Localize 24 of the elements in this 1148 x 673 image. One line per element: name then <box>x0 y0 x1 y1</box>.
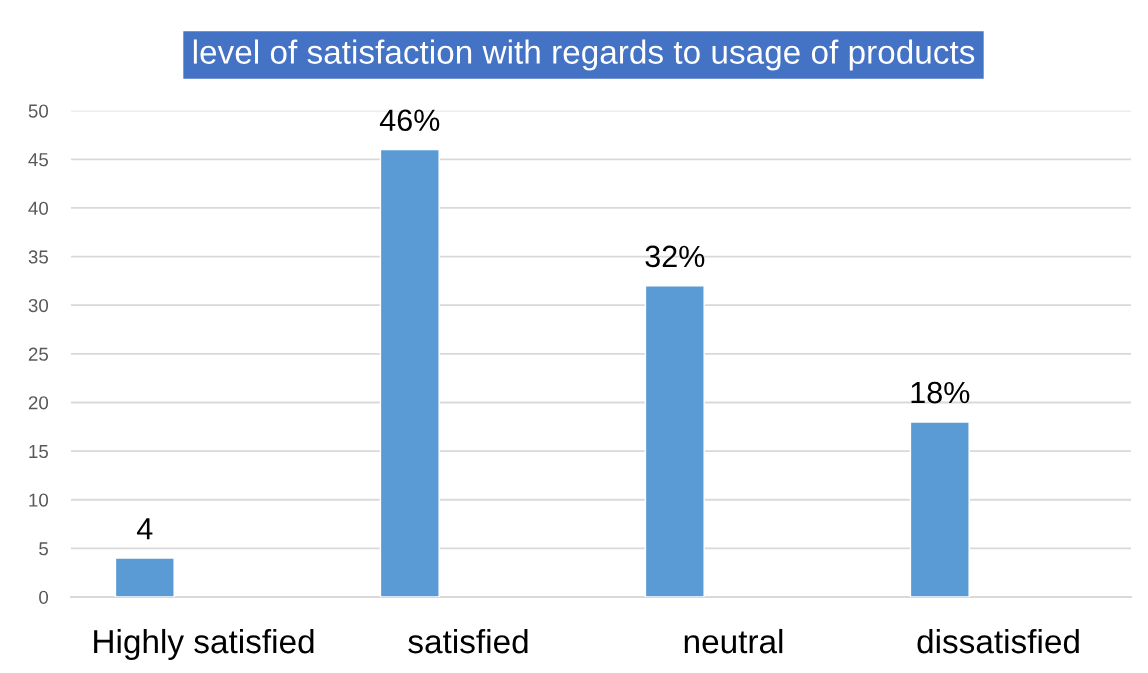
data-label: 32% <box>645 245 705 268</box>
y-tick-label: 25 <box>28 347 48 361</box>
data-label: 4 <box>137 518 153 540</box>
y-tick-label: 20 <box>28 396 49 410</box>
chart-title: level of satisfaction with regards to usage of products <box>193 39 975 71</box>
y-tick-label: 0 <box>39 590 49 604</box>
y-tick-label: 35 <box>28 250 48 264</box>
y-tick-label: 5 <box>39 542 48 556</box>
y-tick-label: 45 <box>28 153 48 167</box>
x-tick-label: satisfied <box>408 628 528 654</box>
y-tick-label: 15 <box>29 445 48 459</box>
bar <box>114 557 175 597</box>
data-label: 46% <box>379 109 440 132</box>
bar <box>909 421 970 597</box>
y-tick-label: 50 <box>28 104 49 118</box>
bar <box>644 285 705 597</box>
data-label: 18% <box>911 381 970 404</box>
x-tick-label: dissatisfied <box>917 628 1079 654</box>
y-tick-label: 40 <box>28 201 49 215</box>
x-tick-label: neutral <box>684 628 783 654</box>
x-tick-label: Highly satisfied <box>94 628 314 661</box>
bar <box>379 148 440 597</box>
y-tick-label: 30 <box>28 298 49 313</box>
y-tick-label: 10 <box>29 493 49 507</box>
